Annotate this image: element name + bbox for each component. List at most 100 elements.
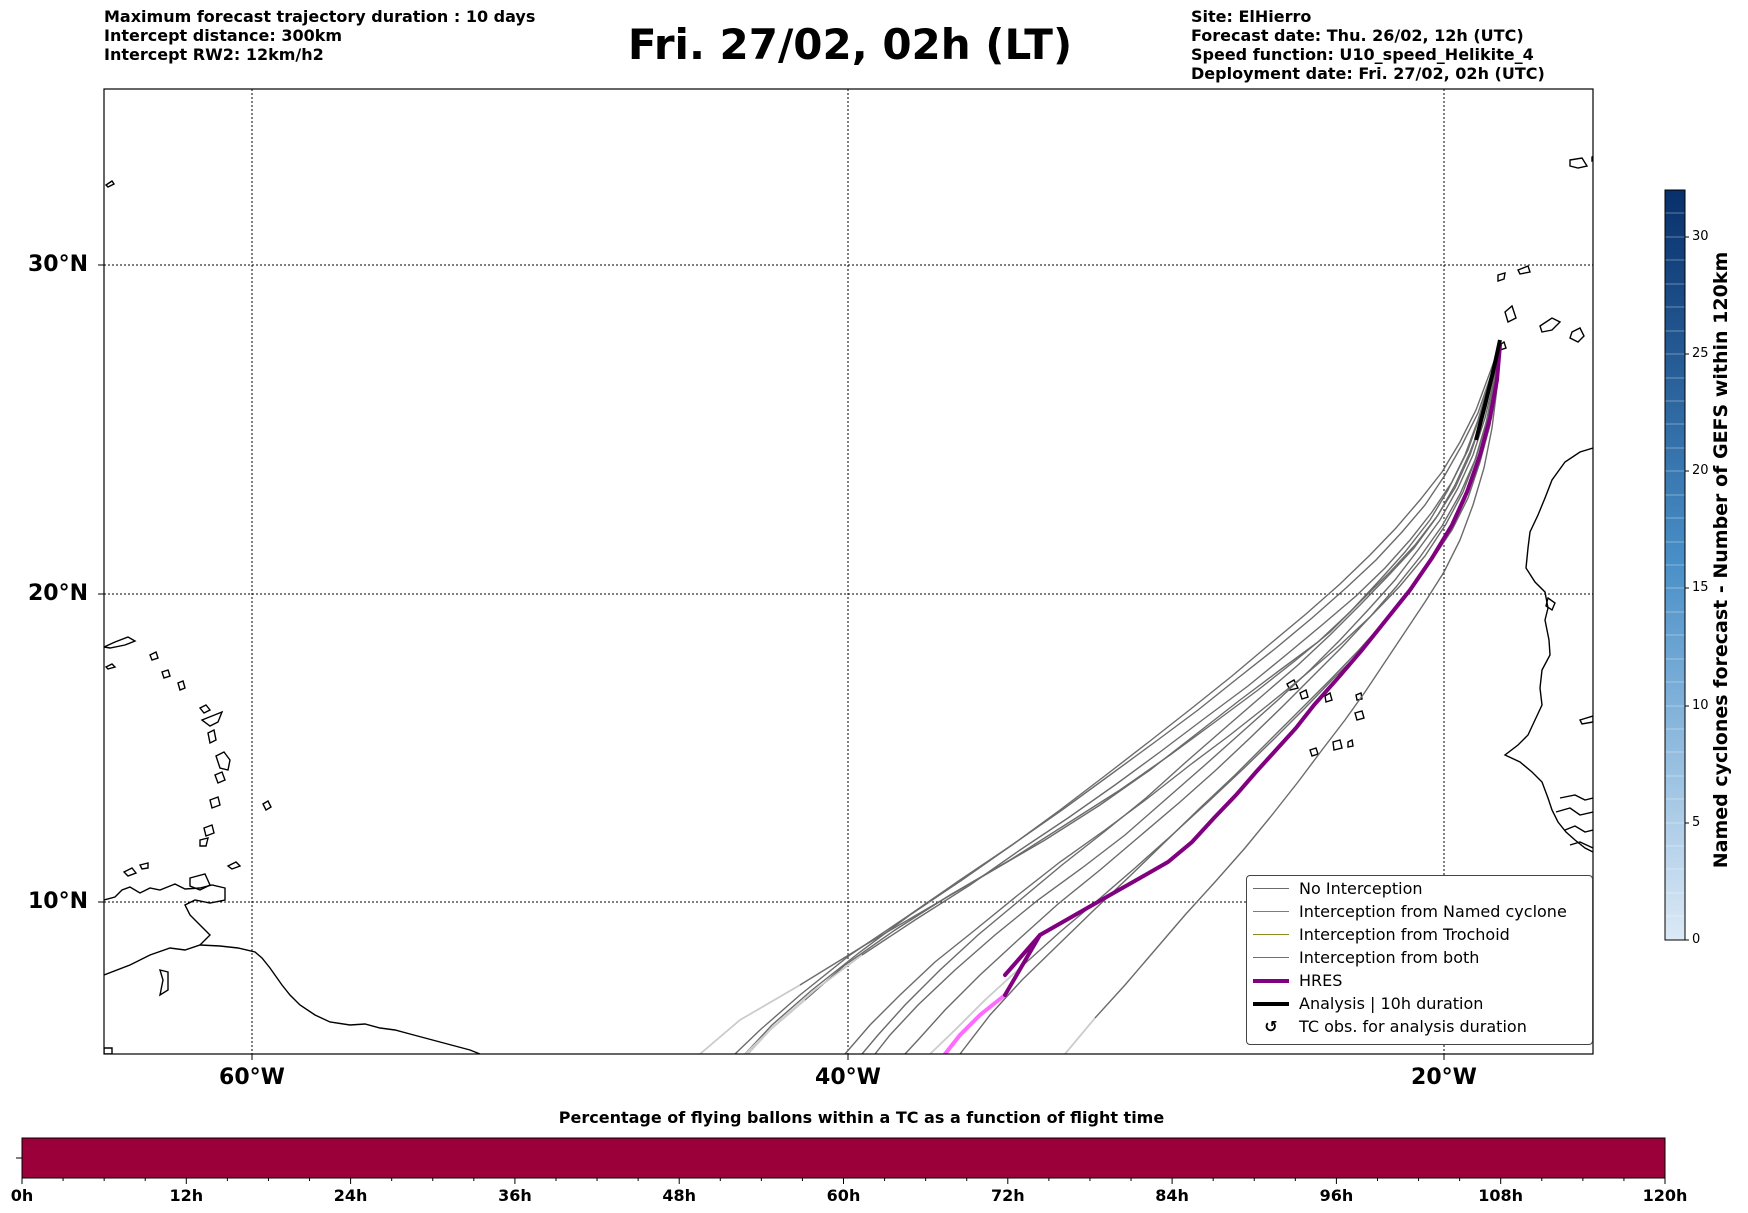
trajectory-4 [744,344,1501,1054]
lesser-antilles-6 [209,796,221,809]
lesser-antilles-5 [214,771,226,784]
trajectory-7 [734,344,1501,1054]
trajectory-9 [861,344,1501,1054]
trajectory-3 [844,344,1501,1054]
intercept-distance-text: Intercept distance: 300km [104,26,343,45]
legend-swatch [1253,957,1289,958]
header-right-info: Site: ElHierro Forecast date: Thu. 26/02… [1191,7,1545,83]
lat-label-30n: 30°N [27,252,88,277]
time-tick-label: 120h [1642,1186,1688,1205]
island-small-1 [104,663,117,670]
legend-item-tc-obs: ↺ TC obs. for analysis duration [1247,1016,1592,1038]
island-canary-4 [1539,317,1562,333]
intercept-rw2-text: Intercept RW2: 12km/h2 [104,45,324,64]
island-tobago [226,861,242,870]
time-tick-label: 0h [10,1186,34,1205]
legend-item-trochoid: Interception from Trochoid [1247,924,1592,946]
lesser-antilles-3 [207,728,217,745]
lon-label-60w: 60°W [219,1065,285,1090]
colorbar-tick-label: 30 [1692,229,1709,244]
hres-line-mid [1003,933,1042,997]
island-canary-3 [1504,304,1517,323]
legend-item-both: Interception from both [1247,947,1592,969]
lat-label-10n: 10°N [27,889,88,914]
trajectory-faded-tails [699,954,1096,1054]
trajectory-11 [744,344,1501,1054]
time-tick-label: 72h [990,1186,1025,1205]
island-trinidad [189,873,211,891]
island-cuba-edge [104,636,137,649]
lesser-antilles-2 [200,710,224,727]
hres-line [1003,343,1502,977]
coast-africa [1503,447,1593,853]
island-small-7 [138,862,149,870]
legend-swatch [1253,888,1289,889]
time-tick-label: 36h [498,1186,532,1205]
island-cape-verde-3 [1324,691,1333,703]
legend-label: Analysis | 10h duration [1299,994,1484,1013]
island-cape-verde-6 [1332,739,1343,751]
island-small-9 [104,1047,113,1054]
lesser-antilles-1 [198,704,212,714]
trajectory-10 [904,344,1501,1054]
trajectory-6 [929,344,1501,1054]
island-small-6 [122,867,138,877]
tail-1 [699,984,801,1054]
trajectory-8 [1064,344,1501,1054]
island-small-4 [161,669,171,679]
colorbar-tick-label: 20 [1692,463,1709,478]
legend-label: HRES [1299,971,1343,990]
island-small-8 [158,969,169,997]
time-tick-label: 12h [169,1186,204,1205]
legend-label: TC obs. for analysis duration [1299,1017,1527,1036]
tail-4 [929,967,1021,1054]
coastlines [104,155,1593,1054]
time-tick-label: 60h [826,1186,861,1205]
time-bar-title: Percentage of flying ballons within a TC… [558,1108,1165,1127]
analysis-line [1474,339,1502,441]
tail-3 [744,954,863,1054]
island-canary-5 [1569,327,1585,343]
time-bar [16,1137,1666,1184]
island-cape-verde-7 [1309,747,1319,757]
header-left-info: Maximum forecast trajectory duration : 1… [104,7,535,64]
trajectory-2 [747,344,1501,1054]
colorbar-tick-label: 25 [1692,346,1709,361]
colorbar-tick-label: 0 [1692,932,1701,947]
lesser-antilles-8 [199,837,209,847]
legend-swatch [1253,1002,1289,1006]
colorbar-tick-label: 15 [1692,580,1709,595]
legend-item-named-cyclone: Interception from Named cyclone [1247,901,1592,923]
analysis-trajectory [1474,339,1502,441]
legend-label: No Interception [1299,879,1423,898]
island-madeira [1591,155,1593,162]
colorbar-frame [1664,189,1686,941]
island-canary-1 [1497,272,1506,282]
lesser-antilles-7 [203,824,215,837]
legend-item-hres: HRES [1247,970,1592,992]
island-small-5 [177,680,186,691]
legend-swatch [1253,911,1289,912]
time-tick-label: 108h [1478,1186,1524,1205]
colorbar-gradient [1665,190,1685,940]
site-text: Site: ElHierro [1191,7,1312,26]
legend-swatch [1253,934,1289,935]
coast-south-america [104,944,481,1054]
island-lanzarote [1569,157,1589,169]
island-barbados [262,800,272,811]
island-cape-verde-8 [1347,738,1354,748]
island-cape-verde-4 [1355,692,1363,701]
legend-item-analysis: Analysis | 10h duration [1247,993,1592,1015]
hres-line-faded [943,993,1007,1054]
legend-swatch [1253,979,1289,983]
map-legend: No Interception Interception from Named … [1246,875,1593,1045]
time-tick-label: 96h [1319,1186,1354,1205]
tc-obs-icon: ↺ [1264,1017,1278,1036]
map-tick-marks [98,264,1445,1060]
island-small-2 [104,180,116,188]
legend-label: Interception from Named cyclone [1299,902,1567,921]
colorbar-tick-label: 5 [1692,815,1701,830]
time-tick-label: 24h [333,1186,368,1205]
lesser-antilles-4 [215,751,231,771]
hres-trajectory [943,343,1502,1054]
